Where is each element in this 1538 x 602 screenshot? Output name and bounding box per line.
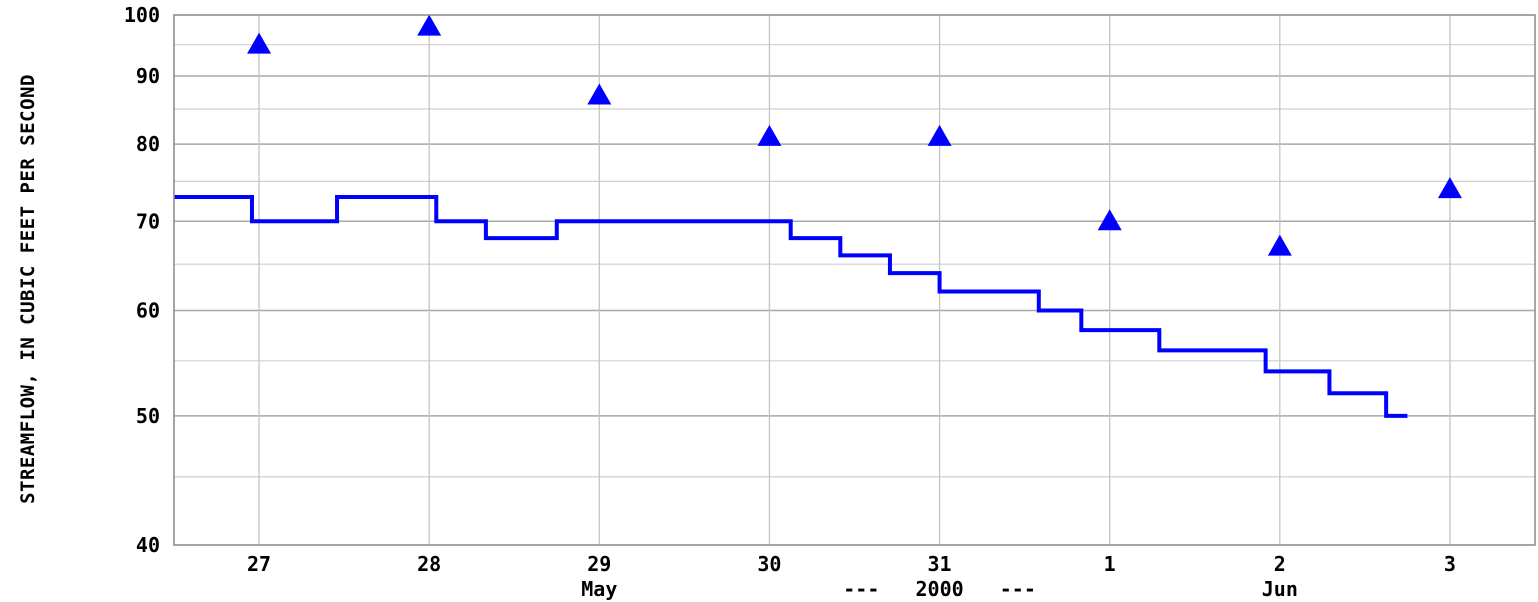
triangle-marker bbox=[247, 32, 272, 54]
x-tick-label: 31 bbox=[928, 552, 952, 576]
plot-frame bbox=[173, 14, 1536, 546]
x-tick-label: 3 bbox=[1444, 552, 1456, 576]
triangle-marker bbox=[927, 124, 952, 146]
triangle-marker bbox=[1437, 177, 1462, 199]
grid bbox=[174, 15, 1535, 545]
axis-ticks: 40 50 60 70 80 90 100 27 28 29 30 31 1 2 3 May Jun --- 20… bbox=[124, 3, 1456, 601]
triangle-marker bbox=[417, 14, 442, 36]
streamflow-step-line bbox=[174, 195, 1408, 418]
y-tick-label: 90 bbox=[136, 64, 160, 88]
triangle-marker bbox=[1267, 234, 1292, 256]
x-tick-label: 30 bbox=[757, 552, 781, 576]
data-series bbox=[174, 14, 1462, 418]
x-month-label-jun: Jun bbox=[1262, 577, 1298, 601]
x-month-label-may: May bbox=[581, 577, 617, 601]
y-tick-label: 60 bbox=[136, 298, 160, 322]
y-tick-label: 50 bbox=[136, 404, 160, 428]
y-tick-label: 100 bbox=[124, 3, 160, 27]
x-tick-label: 27 bbox=[247, 552, 271, 576]
triangle-marker bbox=[587, 83, 612, 105]
x-year-label: --- 2000 --- bbox=[843, 577, 1036, 601]
y-tick-label: 40 bbox=[136, 533, 160, 557]
y-tick-label: 70 bbox=[136, 209, 160, 233]
x-tick-label: 2 bbox=[1274, 552, 1286, 576]
x-tick-label: 28 bbox=[417, 552, 441, 576]
x-tick-label: 1 bbox=[1104, 552, 1116, 576]
triangle-marker bbox=[1097, 209, 1122, 231]
x-tick-label: 29 bbox=[587, 552, 611, 576]
y-tick-label: 80 bbox=[136, 132, 160, 156]
triangle-marker bbox=[757, 124, 782, 146]
